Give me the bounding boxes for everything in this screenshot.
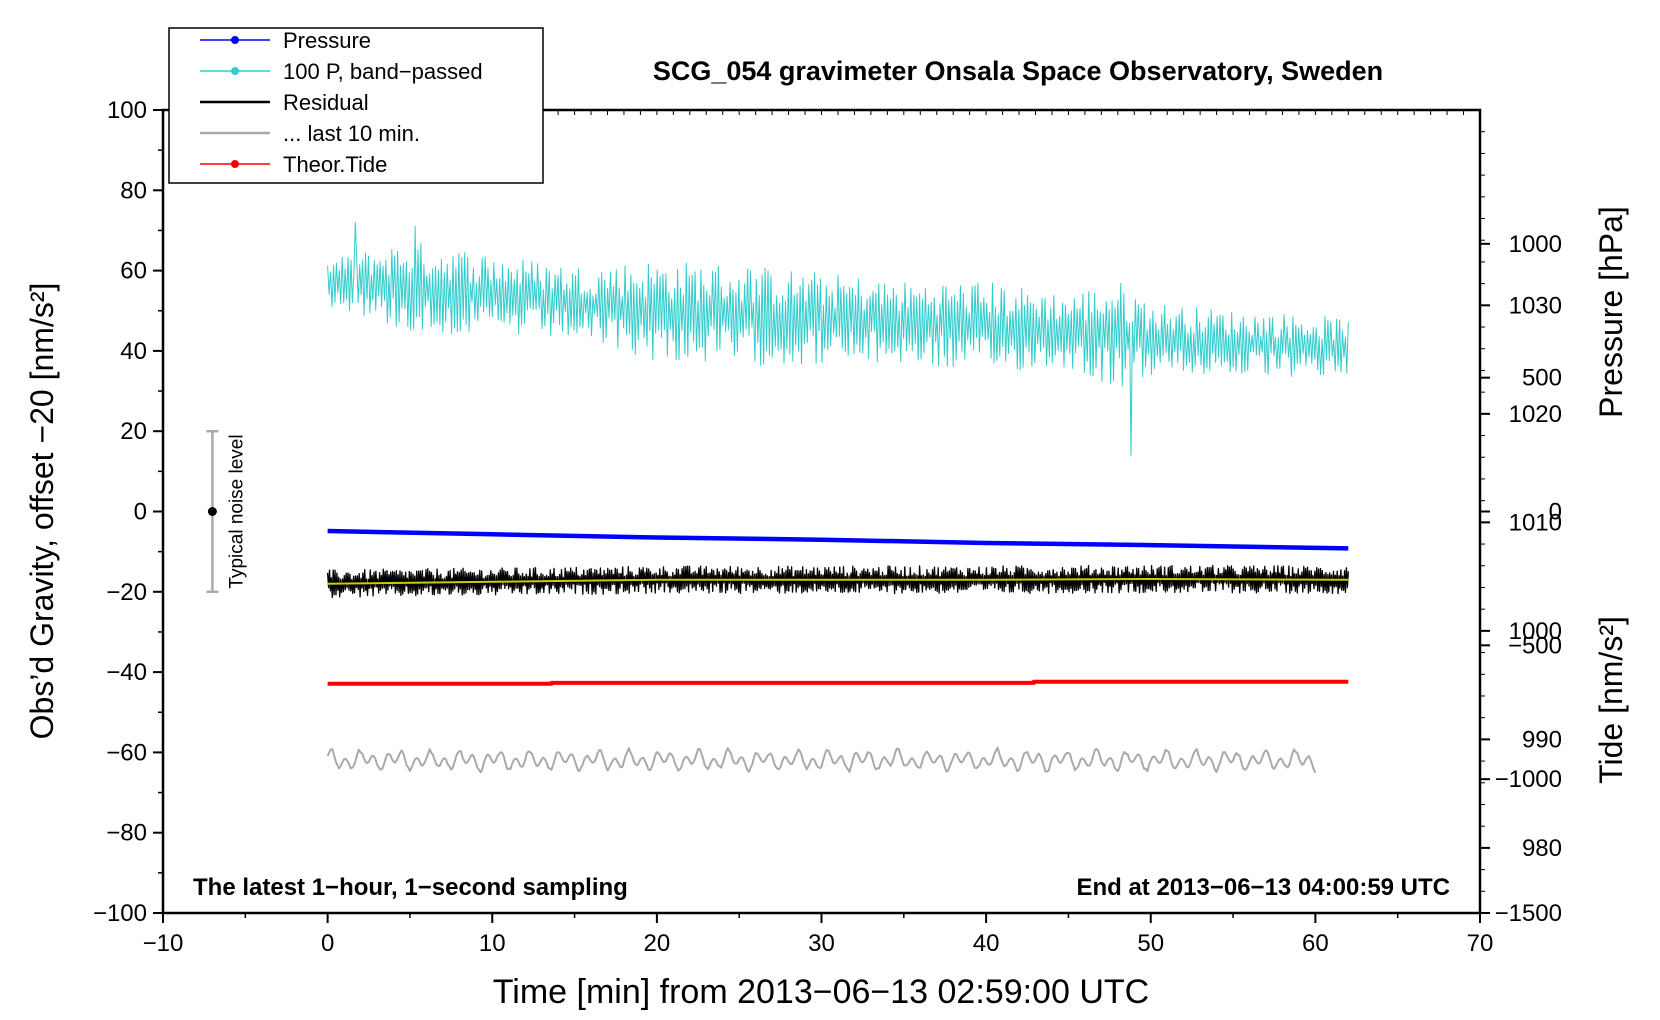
legend-marker: [231, 160, 239, 168]
y-axis-label-tide: Tide [nm/s²]: [1593, 616, 1629, 784]
noise-label: Typical noise level: [226, 434, 247, 588]
legend-label: Residual: [283, 90, 369, 115]
y-axis-tide-ticks: −1500 −1000 −500 0 500 1000: [1480, 231, 1562, 927]
pressure-tick-label: 1030: [1509, 292, 1562, 319]
pressure-tick-label: 980: [1522, 835, 1562, 862]
series-residual: [326, 564, 1349, 599]
y-tick-label: 40: [120, 338, 147, 365]
legend-label: Pressure: [283, 28, 371, 53]
y-tick-label: −40: [106, 659, 147, 686]
y-tick-label: 80: [120, 177, 147, 204]
tide-tick-label: 500: [1522, 365, 1562, 392]
pressure-tick-label: 1010: [1509, 509, 1562, 536]
pressure-tick-label: 1020: [1509, 401, 1562, 428]
y-tick-label: 20: [120, 418, 147, 445]
tide-tick-label: 0: [1549, 499, 1562, 526]
x-axis-label: Time [min] from 2013−06−13 02:59:00 UTC: [493, 973, 1149, 1011]
x-axis-ticks: −10 0 10 20 30 40 50 60 70: [143, 913, 1494, 957]
x-tick-label: 60: [1302, 930, 1329, 957]
y-tick-label: 0: [134, 499, 147, 526]
x-tick-label: 10: [479, 930, 506, 957]
plot-frame: [161, 108, 1482, 915]
x-tick-label: 0: [321, 930, 334, 957]
legend-box: [168, 27, 544, 184]
y-axis-pressure-ticks: 980 990 1000 1010 1020 1030: [1480, 131, 1562, 892]
pressure-tick-label: 1000: [1509, 618, 1562, 645]
noise-bar-center: [207, 507, 217, 516]
tide-tick-label: −500: [1508, 632, 1562, 659]
legend-entries: Pressure 100 P, band−passed Residual ... la…: [200, 28, 483, 177]
y-axis-label-pressure: Pressure [hPa]: [1593, 206, 1629, 418]
x-tick-label: −10: [143, 930, 184, 957]
x-tick-label: 70: [1467, 930, 1494, 957]
y-tick-label: 100: [107, 97, 147, 124]
series-100-p-band-passed: [327, 221, 1349, 456]
y-tick-label: 60: [120, 258, 147, 285]
series-layer: [326, 221, 1349, 774]
series-residual-smoothed: [327, 578, 1349, 585]
y-axis-left-ticks: −100 −80 −60 −40 −20 0 20 40 60 80 100: [93, 97, 163, 927]
tide-tick-label: −1500: [1495, 900, 1562, 927]
annotation-bottom-left: The latest 1−hour, 1−second sampling: [193, 874, 628, 901]
y-tick-label: −20: [106, 579, 147, 606]
x-tick-label: 20: [644, 930, 671, 957]
legend-marker: [231, 67, 239, 75]
series-pressure: [327, 528, 1349, 551]
x-tick-label: 40: [973, 930, 1000, 957]
chart-title: SCG_054 gravimeter Onsala Space Observat…: [653, 56, 1383, 86]
tide-tick-label: 1000: [1509, 231, 1562, 258]
y-tick-label: −60: [106, 739, 147, 766]
legend-label: ... last 10 min.: [283, 121, 420, 146]
legend: Pressure 100 P, band−passed Residual ... la…: [168, 27, 544, 184]
tide-tick-label: −1000: [1495, 766, 1562, 793]
x-tick-label: 30: [808, 930, 835, 957]
annotation-bottom-right: End at 2013−06−13 04:00:59 UTC: [1076, 874, 1450, 901]
pressure-tick-label: 990: [1522, 726, 1562, 753]
legend-label: 100 P, band−passed: [283, 59, 483, 84]
noise-bar: Typical noise level: [206, 429, 247, 594]
legend-marker: [231, 36, 239, 44]
series-theor-tide: [327, 679, 1349, 686]
y-tick-label: −80: [106, 820, 147, 847]
x-tick-label: 50: [1137, 930, 1164, 957]
legend-label: Theor.Tide: [283, 152, 387, 177]
y-tick-label: −100: [93, 900, 147, 927]
y-axis-label-left: Obs’d Gravity, offset −20 [nm/s²]: [24, 283, 60, 740]
series-last-10-min: [326, 746, 1317, 774]
